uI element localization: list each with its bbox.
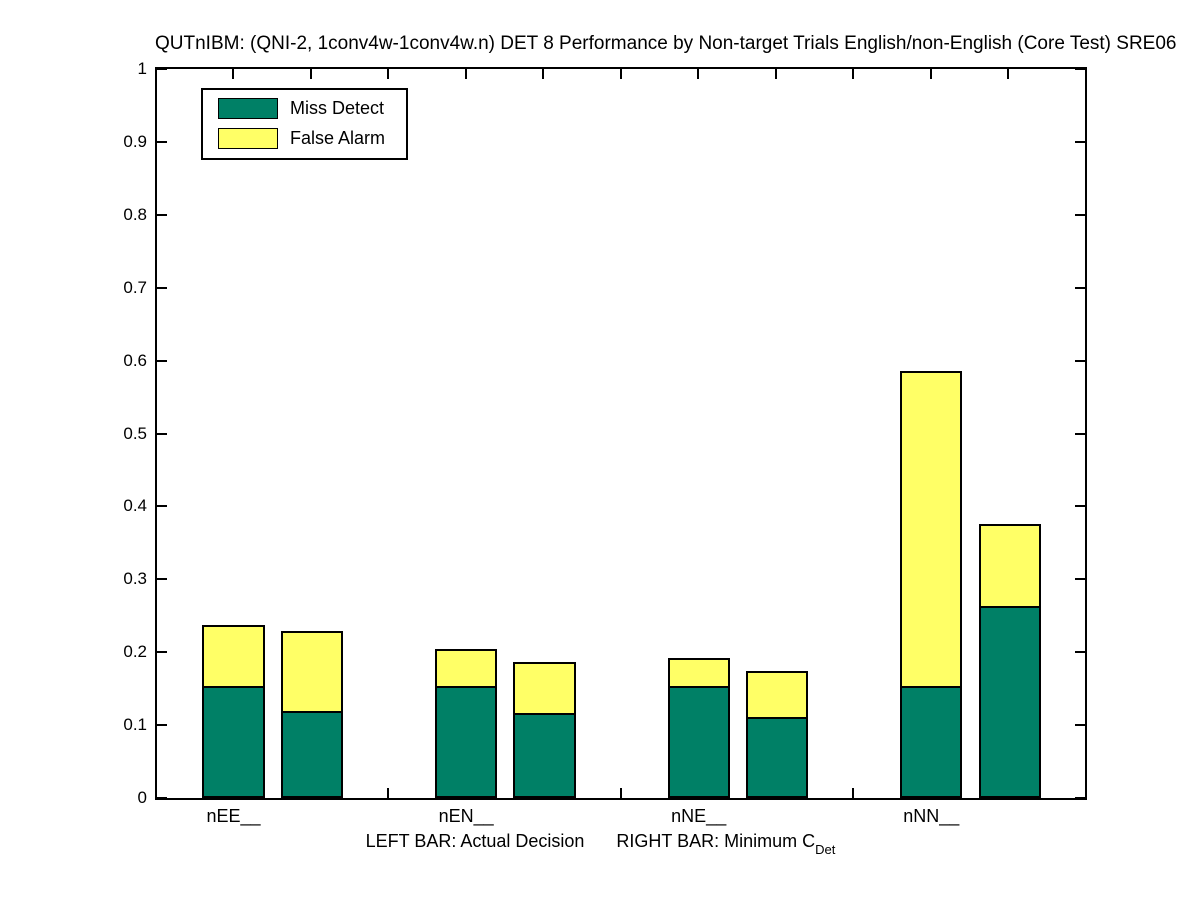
bar-minimum-nee-miss-detect	[280, 711, 344, 798]
plot-area: Miss Detect False Alarm	[155, 67, 1087, 800]
bar-actual-nne-false-alarm	[667, 658, 730, 687]
legend-item-miss-detect: Miss Detect	[218, 98, 398, 119]
y-tick-label: 0.5	[123, 423, 147, 443]
bar-minimum-nne-false-alarm	[745, 671, 809, 718]
legend-item-false-alarm: False Alarm	[218, 128, 398, 149]
y-tick-label: 1	[137, 59, 147, 78]
y-tick-label: 0.1	[123, 715, 147, 735]
y-tick-right	[1075, 432, 1085, 435]
bar-minimum-nnn-false-alarm	[978, 523, 1041, 606]
y-tick-right	[1075, 505, 1085, 508]
x-tick-top	[929, 69, 932, 79]
y-tick-left	[157, 578, 167, 581]
false-alarm-swatch	[218, 128, 278, 149]
x-tick-top	[464, 69, 467, 79]
chart-title: QUTnIBM: (QNI-2, 1conv4w-1conv4w.n) DET …	[155, 33, 1177, 54]
bar-minimum-nne-miss-detect	[745, 717, 809, 798]
bar-actual-nen-false-alarm	[434, 648, 498, 687]
x-axis-caption: LEFT BAR: Actual Decision RIGHT BAR: Mini…	[0, 831, 1201, 856]
x-tick-top	[852, 69, 855, 79]
x-category-label: nNN__	[903, 806, 960, 826]
x-tick-bottom	[619, 788, 622, 798]
caption-left-bar: LEFT BAR: Actual Decision	[365, 831, 585, 851]
y-tick-label: 0.7	[123, 277, 147, 297]
x-tick-top	[619, 69, 622, 79]
bar-actual-nee-miss-detect	[202, 686, 265, 798]
y-tick-right	[1075, 724, 1085, 727]
bar-minimum-nen-miss-detect	[513, 712, 576, 798]
y-tick-label: 0.3	[123, 569, 147, 589]
bar-minimum-nee-false-alarm	[280, 631, 344, 712]
x-tick-bottom	[852, 788, 855, 798]
miss-detect-swatch	[218, 98, 278, 119]
legend: Miss Detect False Alarm	[201, 88, 408, 160]
bar-actual-nne-miss-detect	[667, 686, 730, 798]
y-tick-label: 0	[137, 788, 147, 807]
y-tick-right	[1075, 140, 1085, 143]
y-tick-label: 0.2	[123, 642, 147, 662]
bar-actual-nnn-miss-detect	[900, 686, 963, 798]
y-tick-label: 0.8	[123, 204, 147, 224]
y-tick-right	[1075, 68, 1085, 70]
bar-minimum-nen-false-alarm	[513, 661, 576, 713]
x-tick-bottom	[387, 788, 390, 798]
x-tick-top	[309, 69, 312, 79]
y-tick-label: 0.4	[123, 496, 147, 516]
y-tick-right	[1075, 578, 1085, 581]
y-tick-right	[1075, 359, 1085, 362]
y-tick-label: 0.6	[123, 350, 147, 370]
y-tick-left	[157, 286, 167, 289]
y-tick-left	[157, 651, 167, 654]
x-tick-top	[774, 69, 777, 79]
x-category-label: nNE__	[671, 806, 727, 826]
bar-actual-nee-false-alarm	[202, 624, 265, 687]
y-tick-left	[157, 432, 167, 435]
bar-actual-nnn-false-alarm	[900, 370, 963, 687]
y-tick-left	[157, 140, 167, 143]
caption-subscript: Det	[815, 842, 836, 857]
x-category-label: nEE__	[206, 806, 261, 826]
x-category-label: nEN__	[438, 806, 494, 826]
y-tick-right	[1075, 286, 1085, 289]
x-tick-top	[542, 69, 545, 79]
caption-right-bar: RIGHT BAR: Minimum C	[616, 831, 816, 851]
y-tick-right	[1075, 213, 1085, 216]
x-tick-top	[387, 69, 390, 79]
y-tick-left	[157, 505, 167, 508]
y-tick-left	[157, 213, 167, 216]
y-tick-left	[157, 724, 167, 727]
bar-actual-nen-miss-detect	[434, 686, 498, 798]
x-tick-top	[232, 69, 234, 79]
y-tick-left	[157, 359, 167, 362]
y-tick-label: 0.9	[123, 131, 147, 151]
y-tick-right	[1075, 797, 1085, 799]
legend-label-miss-detect: Miss Detect	[290, 98, 385, 118]
y-tick-left	[157, 797, 167, 799]
y-tick-left	[157, 68, 167, 70]
bars-layer	[157, 69, 1085, 798]
legend-label-false-alarm: False Alarm	[290, 128, 386, 148]
y-tick-right	[1075, 651, 1085, 654]
x-tick-top	[1007, 69, 1010, 79]
bar-minimum-nnn-miss-detect	[978, 605, 1041, 798]
x-tick-top	[697, 69, 700, 79]
